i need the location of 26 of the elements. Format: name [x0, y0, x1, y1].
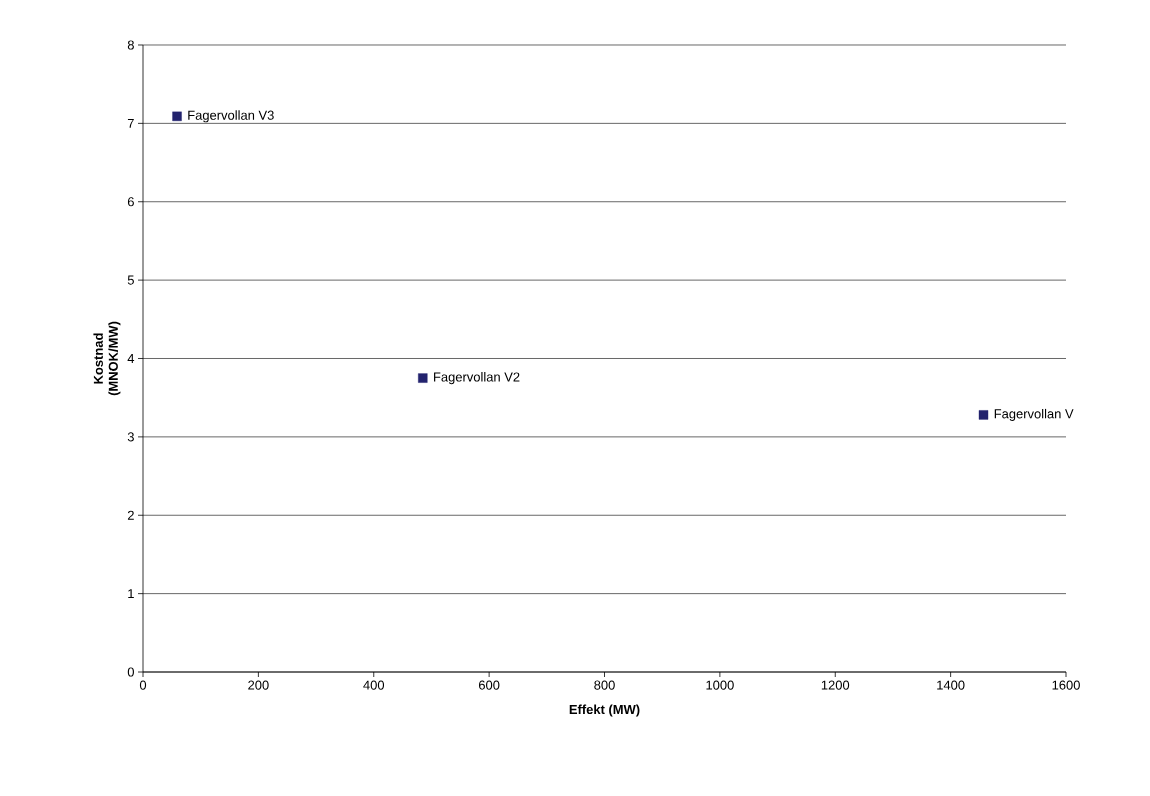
point	[418, 373, 428, 383]
annotation: Fagervollan V2	[434, 372, 520, 385]
y-tick-label: 1	[128, 589, 134, 599]
y-tick-label: 3	[127, 432, 134, 442]
x-tick-label: 200	[248, 680, 269, 690]
x-tick-label: 1400	[937, 680, 965, 690]
point	[978, 410, 989, 420]
y-tick-label: 6	[127, 197, 134, 207]
y-tick-label: 2	[127, 510, 134, 520]
x-tick-label: 800	[594, 680, 615, 690]
x-tick-label: 1000	[706, 680, 734, 690]
annotation: Fagervollan V3	[188, 110, 274, 123]
y-tick-label: 4	[127, 354, 135, 363]
x-tick-label: 600	[478, 680, 500, 690]
annotation: Fagervollan V	[994, 408, 1074, 421]
point	[172, 111, 182, 122]
y-tick-label: 0	[127, 667, 134, 677]
y-axis-title: Kostnad (MNOK/MW)	[93, 321, 121, 396]
x-tick-label: 1200	[821, 680, 850, 690]
x-tick-label: 400	[363, 680, 385, 690]
x-tick-label: 1600	[1052, 680, 1080, 690]
y-tick-label: 7	[127, 118, 134, 128]
y-tick-label: 5	[127, 275, 134, 285]
x-tick-label: 0	[139, 680, 147, 690]
y-tick-label: 8	[127, 40, 134, 50]
x-axis-title: Effekt (MW)	[569, 704, 640, 717]
